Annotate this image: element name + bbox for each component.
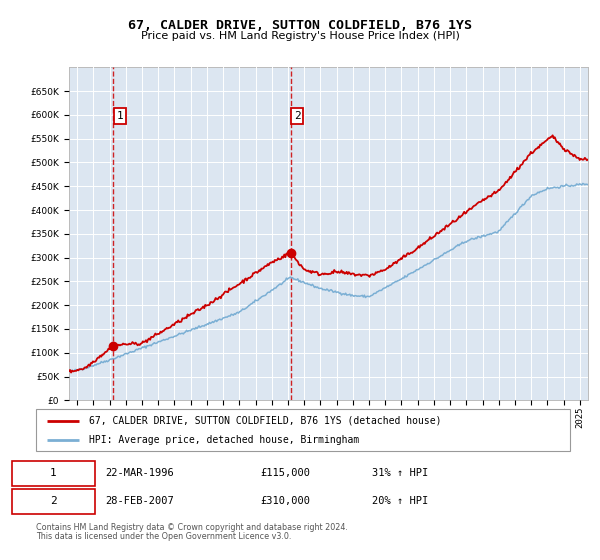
Text: 1: 1 bbox=[116, 111, 123, 121]
Text: £310,000: £310,000 bbox=[260, 496, 310, 506]
FancyBboxPatch shape bbox=[12, 461, 95, 486]
Text: 1: 1 bbox=[50, 468, 56, 478]
Text: Price paid vs. HM Land Registry's House Price Index (HPI): Price paid vs. HM Land Registry's House … bbox=[140, 31, 460, 41]
Text: This data is licensed under the Open Government Licence v3.0.: This data is licensed under the Open Gov… bbox=[36, 532, 292, 541]
Text: Contains HM Land Registry data © Crown copyright and database right 2024.: Contains HM Land Registry data © Crown c… bbox=[36, 523, 348, 532]
Text: 31% ↑ HPI: 31% ↑ HPI bbox=[373, 468, 428, 478]
FancyBboxPatch shape bbox=[36, 409, 570, 451]
Text: 22-MAR-1996: 22-MAR-1996 bbox=[106, 468, 174, 478]
Text: 28-FEB-2007: 28-FEB-2007 bbox=[106, 496, 174, 506]
FancyBboxPatch shape bbox=[12, 489, 95, 514]
Text: 2: 2 bbox=[293, 111, 301, 121]
Text: HPI: Average price, detached house, Birmingham: HPI: Average price, detached house, Birm… bbox=[89, 435, 359, 445]
Text: 67, CALDER DRIVE, SUTTON COLDFIELD, B76 1YS: 67, CALDER DRIVE, SUTTON COLDFIELD, B76 … bbox=[128, 19, 472, 32]
Text: 20% ↑ HPI: 20% ↑ HPI bbox=[373, 496, 428, 506]
Text: £115,000: £115,000 bbox=[260, 468, 310, 478]
Bar bbox=[69, 67, 77, 400]
Text: 67, CALDER DRIVE, SUTTON COLDFIELD, B76 1YS (detached house): 67, CALDER DRIVE, SUTTON COLDFIELD, B76 … bbox=[89, 416, 442, 426]
Text: 2: 2 bbox=[50, 496, 56, 506]
